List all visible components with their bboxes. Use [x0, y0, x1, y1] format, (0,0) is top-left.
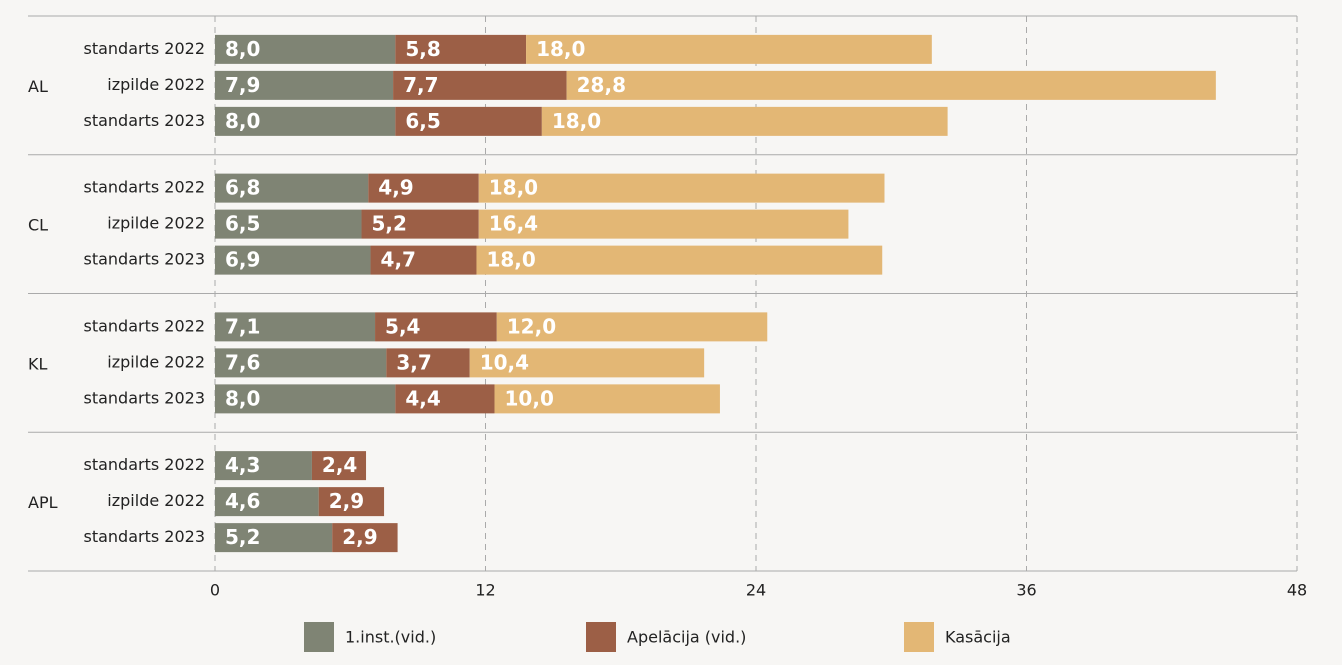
bar-segment — [541, 106, 948, 136]
bar-segment — [478, 173, 885, 203]
value-label: 8,0 — [225, 109, 260, 133]
bar-segment — [215, 209, 362, 239]
bar-segment — [393, 70, 567, 100]
value-label: 5,2 — [372, 212, 407, 236]
category-label: izpilde 2022 — [107, 491, 205, 510]
category-label: izpilde 2022 — [107, 214, 205, 233]
category-label: standarts 2022 — [83, 39, 205, 58]
x-tick-label: 36 — [1016, 581, 1036, 600]
group-label: AL — [28, 77, 48, 96]
bar-segment — [311, 451, 367, 481]
legend-label: 1.inst.(vid.) — [345, 628, 436, 647]
value-label: 18,0 — [489, 176, 538, 200]
value-label: 6,9 — [225, 248, 260, 272]
bar-segment — [566, 70, 1216, 100]
value-label: 6,8 — [225, 176, 260, 200]
value-label: 10,0 — [505, 386, 554, 410]
value-label: 4,9 — [378, 176, 413, 200]
value-label: 7,6 — [225, 350, 260, 374]
category-label: izpilde 2022 — [107, 75, 205, 94]
value-label: 7,1 — [225, 314, 260, 338]
legend-label: Apelācija (vid.) — [627, 628, 746, 647]
value-label: 7,7 — [403, 73, 438, 97]
bar-segment — [332, 523, 398, 553]
x-tick-label: 0 — [210, 581, 220, 600]
category-label: izpilde 2022 — [107, 352, 205, 371]
value-label: 18,0 — [552, 109, 601, 133]
value-label: 7,9 — [225, 73, 260, 97]
category-label: standarts 2022 — [83, 178, 205, 197]
value-label: 2,4 — [322, 453, 357, 477]
value-label: 2,9 — [342, 525, 377, 549]
x-tick-label: 12 — [475, 581, 495, 600]
bar-segment — [215, 384, 396, 414]
category-label: standarts 2023 — [83, 250, 205, 269]
bar-segment — [370, 245, 477, 275]
value-label: 4,3 — [225, 453, 260, 477]
bar-segment — [215, 70, 394, 100]
legend-label: Kasācija — [945, 628, 1011, 647]
legend-swatch — [904, 622, 934, 652]
category-label: standarts 2023 — [83, 111, 205, 130]
value-label: 8,0 — [225, 386, 260, 410]
bar-segment — [386, 348, 470, 378]
bar-segment — [215, 451, 312, 481]
group-label: KL — [28, 354, 47, 373]
bar-segment — [215, 173, 369, 203]
bar-segment — [215, 523, 333, 553]
bar-segment — [215, 106, 396, 136]
bar-segment — [215, 34, 396, 64]
value-label: 5,2 — [225, 525, 260, 549]
value-label: 12,0 — [507, 314, 556, 338]
x-tick-label: 48 — [1287, 581, 1307, 600]
value-label: 5,4 — [385, 314, 420, 338]
value-label: 4,6 — [225, 489, 260, 513]
group-label: CL — [28, 216, 48, 235]
bar-segment — [215, 245, 371, 275]
value-label: 10,4 — [480, 350, 529, 374]
category-label: standarts 2023 — [83, 388, 205, 407]
legend-swatch — [304, 622, 334, 652]
group-label: APL — [28, 493, 58, 512]
bar-segment — [215, 312, 376, 342]
category-label: standarts 2023 — [83, 527, 205, 546]
bar-segment — [318, 487, 385, 517]
bar-segment — [478, 209, 849, 239]
bar-segment — [476, 245, 883, 275]
bar-segment — [469, 348, 705, 378]
category-label: standarts 2022 — [83, 316, 205, 335]
value-label: 28,8 — [577, 73, 626, 97]
x-tick-label: 24 — [746, 581, 766, 600]
category-label: standarts 2022 — [83, 455, 205, 474]
bar-segment — [215, 487, 319, 517]
bar-segment — [368, 173, 479, 203]
value-label: 4,7 — [381, 248, 416, 272]
bar-segment — [395, 384, 495, 414]
value-label: 18,0 — [536, 37, 585, 61]
value-label: 6,5 — [405, 109, 440, 133]
bar-segment — [375, 312, 497, 342]
bar-segment — [395, 106, 542, 136]
value-label: 2,9 — [329, 489, 364, 513]
value-label: 6,5 — [225, 212, 260, 236]
bar-segment — [526, 34, 932, 64]
value-label: 8,0 — [225, 37, 260, 61]
value-label: 18,0 — [486, 248, 535, 272]
bar-segment — [496, 312, 768, 342]
value-label: 4,4 — [405, 386, 440, 410]
value-label: 16,4 — [489, 212, 538, 236]
bar-segment — [215, 348, 387, 378]
value-label: 5,8 — [405, 37, 440, 61]
bar-segment — [494, 384, 720, 414]
value-label: 3,7 — [396, 350, 431, 374]
legend-swatch — [586, 622, 616, 652]
bar-segment — [361, 209, 479, 239]
bar-segment — [395, 34, 527, 64]
